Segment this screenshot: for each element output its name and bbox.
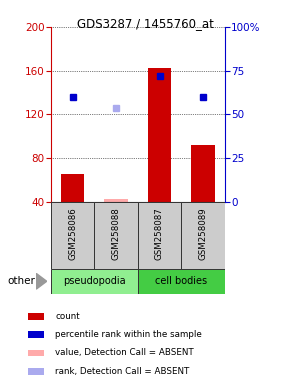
Text: GSM258087: GSM258087	[155, 207, 164, 260]
Bar	[191, 145, 215, 202]
Text: value, Detection Call = ABSENT: value, Detection Call = ABSENT	[55, 348, 194, 357]
Text: percentile rank within the sample: percentile rank within the sample	[55, 330, 202, 339]
Bar	[94, 202, 138, 269]
Text: GSM258089: GSM258089	[198, 207, 208, 260]
Bar	[28, 368, 44, 374]
Bar	[148, 68, 171, 202]
Bar	[138, 269, 225, 294]
Bar	[51, 269, 138, 294]
Bar	[104, 199, 128, 202]
Text: rank, Detection Call = ABSENT: rank, Detection Call = ABSENT	[55, 367, 190, 376]
Polygon shape	[36, 273, 47, 289]
Bar	[51, 202, 94, 269]
Text: GSM258088: GSM258088	[111, 207, 121, 260]
Bar	[28, 350, 44, 356]
Text: GDS3287 / 1455760_at: GDS3287 / 1455760_at	[77, 17, 213, 30]
Bar	[61, 174, 84, 202]
Text: count: count	[55, 312, 80, 321]
Bar	[28, 331, 44, 338]
Text: GSM258086: GSM258086	[68, 207, 77, 260]
Text: pseudopodia: pseudopodia	[63, 276, 126, 286]
Bar	[181, 202, 225, 269]
Bar	[28, 313, 44, 320]
Bar	[138, 202, 181, 269]
Text: other: other	[7, 276, 35, 286]
Text: cell bodies: cell bodies	[155, 276, 207, 286]
